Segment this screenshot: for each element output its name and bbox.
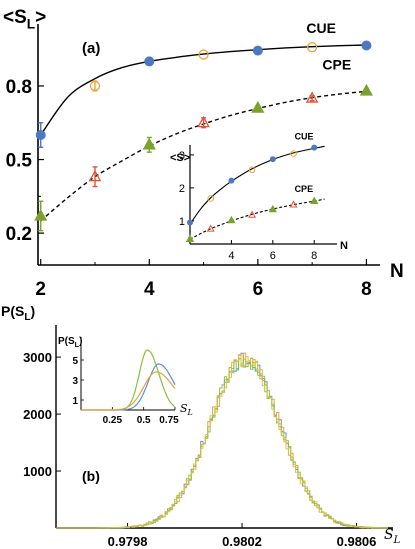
inset-x-tick-label: 8 <box>311 250 317 262</box>
histogram-series-3 <box>56 354 388 529</box>
inset-data-point <box>268 204 277 213</box>
x-axis-label: N <box>390 261 404 282</box>
series-label: CUE <box>306 20 336 36</box>
inset-density-series-3 <box>81 371 176 411</box>
inset-series-cue: CUE <box>187 131 325 226</box>
series-cue: CUE <box>35 20 372 148</box>
series-cpe: CPE <box>34 56 373 232</box>
inset-y-tick-label: 3 <box>179 150 185 162</box>
y-axis-label: P(SL) <box>1 303 35 323</box>
data-point-open <box>306 42 318 53</box>
inset-y-tick-label: 1 <box>179 216 185 228</box>
data-point <box>251 101 265 113</box>
y-tick-label: 0.8 <box>6 77 32 98</box>
inset-data-point-open <box>290 150 297 157</box>
inset-data-point <box>187 219 193 226</box>
inset-data-point-open <box>248 210 257 218</box>
inset-x-tick-label: 6 <box>270 250 276 262</box>
histogram-series-4 <box>56 355 388 529</box>
inset-y-tick-label: 5 <box>72 356 78 367</box>
inset-y-axis-label: P(SL) <box>58 336 82 349</box>
panel-label: (a) <box>82 40 100 57</box>
x-tick-label: 6 <box>253 279 264 300</box>
x-tick-label: 4 <box>144 279 155 300</box>
series-label: CPE <box>322 56 351 72</box>
data-point-open <box>305 91 319 103</box>
panel-b-chart: 0.9798 0.9802 0.9806 1000 2000 3000 P(SL) SL (b) <box>1 303 401 549</box>
data-point <box>34 208 48 221</box>
data-point-open <box>198 49 209 60</box>
panel-a-chart: 2 4 6 8 0.2 0.5 0.8 <SL> N (a) CUE CPE <box>3 7 404 300</box>
inset-data-point <box>228 177 235 184</box>
x-tick-label: 0.9806 <box>337 534 377 549</box>
inset-x-axis-label: SL <box>180 402 193 417</box>
inset-series-label: CUE <box>295 131 314 141</box>
data-point <box>142 137 156 150</box>
inset-data-point-open <box>207 195 215 202</box>
inset-series-label: CPE <box>295 184 314 194</box>
panel-b-inset-chart: 0.25 0.5 0.75 1 3 5 P(SL) SL <box>58 336 193 426</box>
inset-x-tick-label: 0.5 <box>137 415 151 426</box>
inset-y-tick-label: 3 <box>72 376 78 387</box>
inset-density-series-2 <box>81 363 176 411</box>
inset-data-point <box>269 156 276 163</box>
inset-data-point <box>310 196 319 205</box>
inset-y-tick-label: 1 <box>72 396 78 407</box>
data-point <box>361 40 372 51</box>
x-tick-label: 0.9802 <box>222 534 262 549</box>
inset-y-tick-label: 2 <box>179 183 185 195</box>
x-tick-label: 8 <box>361 279 372 300</box>
data-point <box>144 56 155 67</box>
y-tick-label: 0.5 <box>6 151 33 172</box>
y-tick-label: 1000 <box>23 464 52 479</box>
inset-x-tick-label: 0.25 <box>103 415 123 426</box>
inset-x-tick-label: 4 <box>228 250 234 262</box>
x-tick-label: 0.9798 <box>108 534 148 549</box>
inset-x-axis-label: N <box>340 240 348 252</box>
panel-label: (b) <box>82 468 100 484</box>
inset-y-axis-label: <S> <box>170 152 190 164</box>
inset-data-point <box>185 234 195 242</box>
data-point <box>252 45 263 56</box>
inset-data-point-open <box>289 200 298 208</box>
histogram-series-2 <box>56 352 388 529</box>
inset-fit-curve <box>189 145 325 225</box>
data-point <box>35 130 46 141</box>
data-point-open <box>89 80 101 92</box>
inset-series-cpe: CPE <box>185 184 325 242</box>
inset-x-tick-label: 0.75 <box>159 415 179 426</box>
y-tick-label: 2000 <box>23 407 52 422</box>
fit-curve <box>40 44 367 136</box>
y-tick-label: 3000 <box>23 350 52 365</box>
fit-curve <box>40 90 367 222</box>
histogram-series-1 <box>56 352 388 529</box>
data-point <box>359 83 373 96</box>
data-point-open <box>88 169 102 182</box>
x-axis-label: SL <box>384 527 401 546</box>
inset-data-point <box>227 215 236 224</box>
inset-data-point-open <box>248 166 256 174</box>
inset-data-point <box>311 144 318 151</box>
y-tick-label: 0.2 <box>6 224 32 245</box>
inset-density-series-1 <box>81 349 176 411</box>
inset-fit-curve <box>189 198 325 240</box>
x-tick-label: 2 <box>35 279 46 300</box>
panel-a-inset-chart: 4 6 8 1 2 3<S> N CUE CPE <box>170 131 348 262</box>
inset-data-point-open <box>206 224 215 232</box>
y-axis-label: <SL> <box>3 7 46 31</box>
data-point-open <box>197 115 210 128</box>
